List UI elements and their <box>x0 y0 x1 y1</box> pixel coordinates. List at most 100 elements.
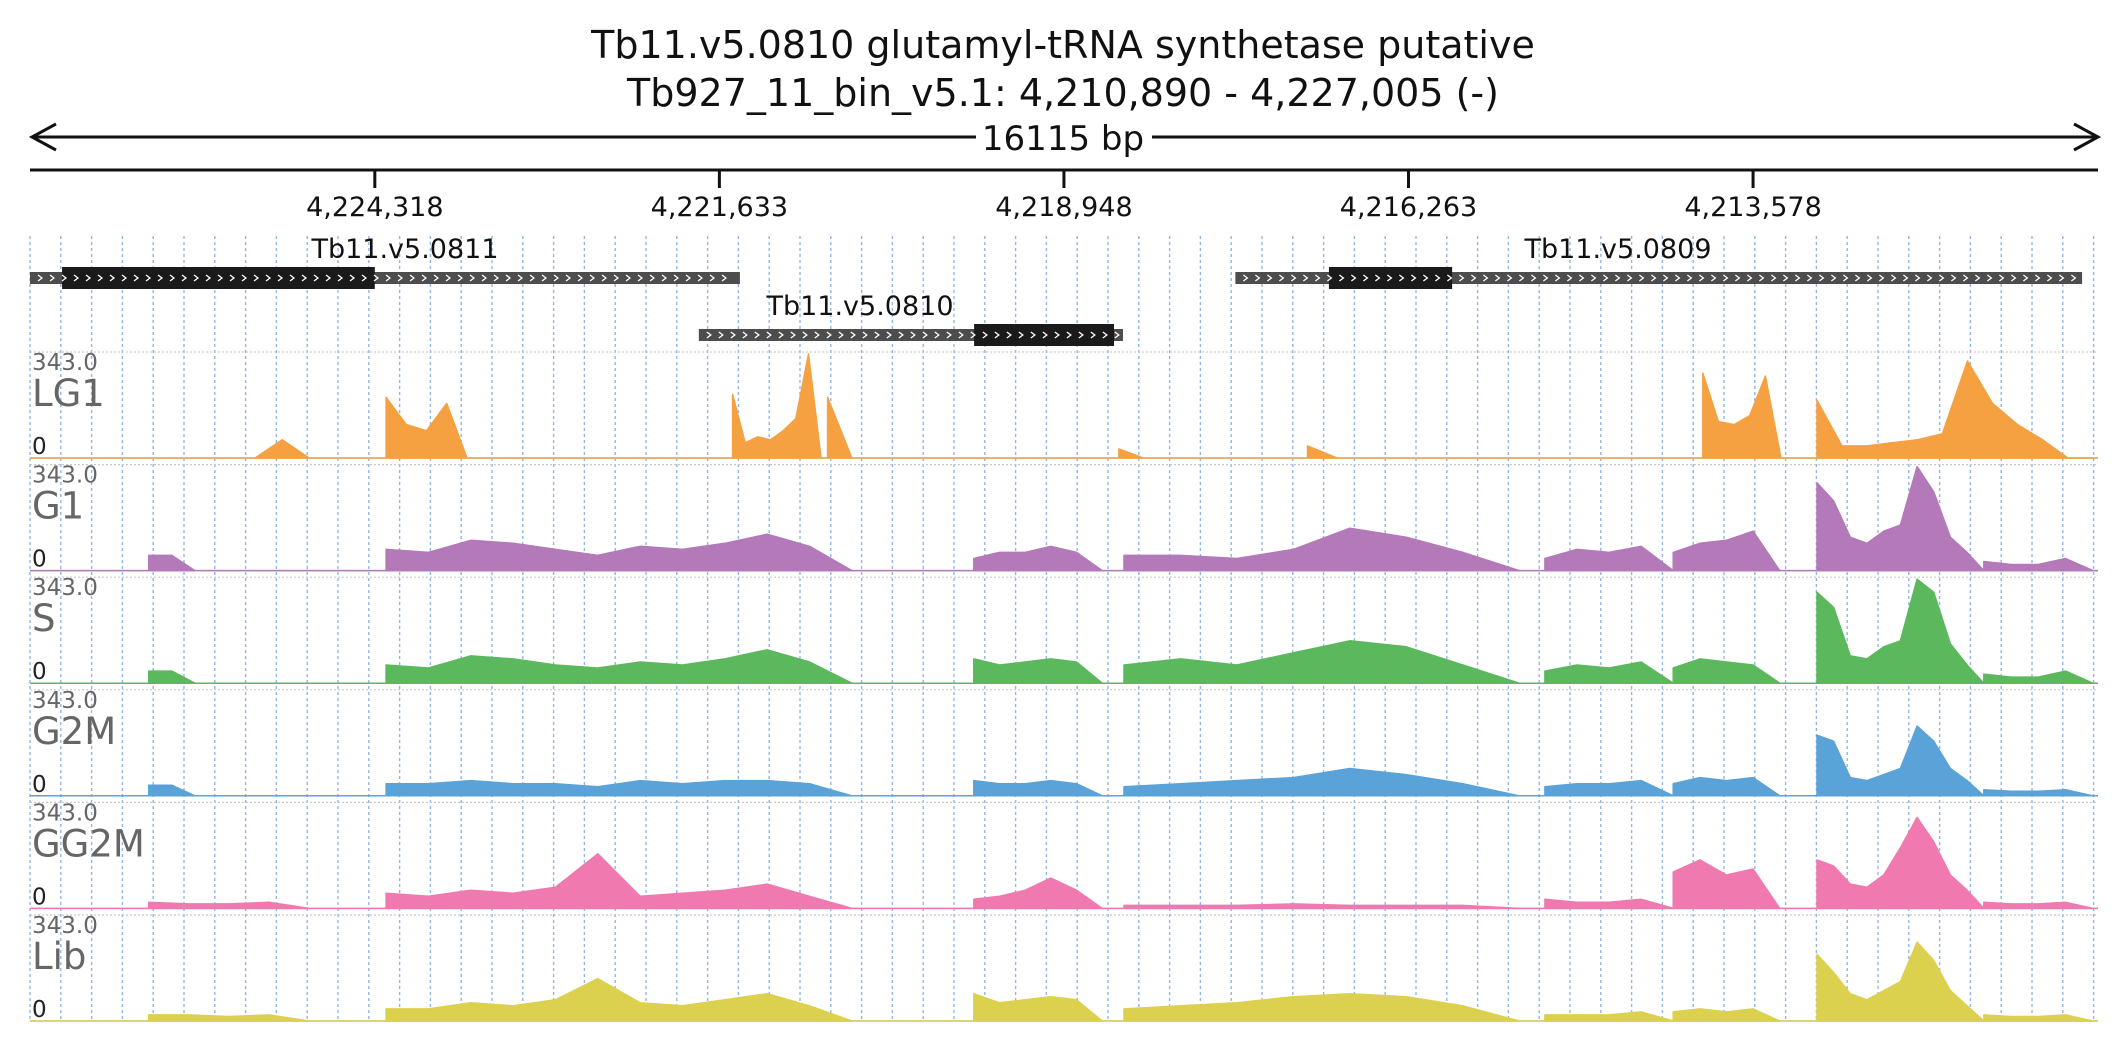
strand-chevron <box>1470 274 1477 282</box>
strand-chevron <box>145 274 152 282</box>
coverage-area <box>1544 661 1674 684</box>
strand-chevron <box>85 274 92 282</box>
coverage-area <box>1306 445 1338 459</box>
strand-chevron <box>1302 274 1309 282</box>
strand-chevron <box>1578 274 1585 282</box>
strand-chevron <box>121 274 128 282</box>
strand-chevron <box>1434 274 1441 282</box>
coverage-area <box>147 901 310 910</box>
strand-chevron <box>1722 274 1729 282</box>
coverage-area <box>973 779 1103 797</box>
coverage-area <box>147 670 196 684</box>
strand-chevron <box>1926 274 1933 282</box>
strand-chevron <box>778 331 784 339</box>
gene-Tb11.v5.0809[interactable]: Tb11.v5.0809 <box>1235 234 2083 289</box>
y-zero-label: 0 <box>32 547 47 573</box>
span-label: 16115 bp <box>982 119 1144 159</box>
strand-chevron <box>241 274 248 282</box>
track-G1: 343.0G1 0 <box>30 463 2098 573</box>
gene-Tb11.v5.0811[interactable]: Tb11.v5.0811 <box>30 234 740 289</box>
strand-chevron <box>1746 274 1753 282</box>
strand-chevron <box>541 274 548 282</box>
strand-chevron <box>721 274 728 282</box>
y-zero-label: 0 <box>32 997 47 1023</box>
gene-label: Tb11.v5.0811 <box>310 234 498 265</box>
strand-chevron <box>361 274 368 282</box>
strand-chevron <box>1054 331 1060 339</box>
strand-chevron <box>1242 274 1249 282</box>
axis-tick-label: 4,224,318 <box>306 192 443 223</box>
track-name: G1 <box>32 485 84 528</box>
gene-Tb11.v5.0810[interactable]: Tb11.v5.0810 <box>698 291 1123 346</box>
strand-chevron <box>1818 274 1825 282</box>
strand-chevron <box>193 274 200 282</box>
gene-label: Tb11.v5.0810 <box>765 291 953 322</box>
strand-chevron <box>553 274 560 282</box>
coverage-tracks: 343.0LG10343.0G10343.0S0343.0G2M0343.0GG… <box>30 350 2098 1023</box>
y-max-label: 343.0 <box>32 463 98 489</box>
strand-chevron <box>1566 274 1573 282</box>
strand-chevron <box>505 274 512 282</box>
strand-chevron <box>157 274 164 282</box>
coverage-area <box>385 779 853 797</box>
strand-chevron <box>1362 274 1369 282</box>
strand-chevron <box>169 274 176 282</box>
strand-chevron <box>994 331 1000 339</box>
strand-chevron <box>1066 331 1072 339</box>
chart-subtitle: Tb927_11_bin_v5.1: 4,210,890 - 4,227,005… <box>626 71 1499 115</box>
strand-chevron <box>1102 331 1108 339</box>
strand-chevron <box>1542 274 1549 282</box>
coverage-area <box>1123 767 1520 797</box>
strand-chevron <box>1962 274 1969 282</box>
strand-chevron <box>1254 274 1261 282</box>
strand-chevron <box>1830 274 1837 282</box>
strand-chevron <box>1266 274 1273 282</box>
track-name: G2M <box>32 710 116 753</box>
axis-ticks: 4,224,318 4,221,633 4,218,948 4,216,263 4,21… <box>306 170 1822 223</box>
strand-chevron <box>337 274 344 282</box>
strand-chevron <box>1890 274 1897 282</box>
strand-chevron <box>685 274 692 282</box>
strand-chevron <box>445 274 452 282</box>
coverage-area <box>973 545 1103 572</box>
strand-chevron <box>2046 274 2053 282</box>
strand-chevron <box>1078 331 1084 339</box>
strand-chevron <box>1006 331 1012 339</box>
coverage-area <box>1983 788 2094 797</box>
strand-chevron <box>730 331 736 339</box>
strand-chevron <box>2034 274 2041 282</box>
strand-chevron <box>529 274 536 282</box>
coverage-area <box>1544 545 1674 572</box>
strand-chevron <box>1042 331 1048 339</box>
strand-chevron <box>1386 274 1393 282</box>
strand-chevron <box>1950 274 1957 282</box>
coverage-area <box>1672 859 1781 910</box>
strand-chevron <box>934 331 940 339</box>
strand-chevron <box>1974 274 1981 282</box>
strand-chevron <box>1398 274 1405 282</box>
strand-chevron <box>469 274 476 282</box>
strand-chevron <box>637 274 644 282</box>
strand-chevron <box>1338 274 1345 282</box>
strand-chevron <box>958 331 964 339</box>
coverage-area <box>1816 941 1985 1022</box>
coverage-area <box>973 877 1103 910</box>
y-max-label: 343.0 <box>32 800 98 826</box>
strand-chevron <box>766 331 772 339</box>
strand-chevron <box>1938 274 1945 282</box>
coverage-area <box>1123 527 1520 572</box>
strand-chevron <box>1350 274 1357 282</box>
strand-chevron <box>862 331 868 339</box>
strand-chevron <box>802 331 808 339</box>
strand-chevron <box>1794 274 1801 282</box>
coverage-area <box>731 353 822 459</box>
strand-chevron <box>1554 274 1561 282</box>
strand-chevron <box>1866 274 1873 282</box>
strand-chevron <box>301 274 308 282</box>
strand-chevron <box>1734 274 1741 282</box>
strand-chevron <box>565 274 572 282</box>
strand-chevron <box>481 274 488 282</box>
coverage-area <box>1672 1008 1781 1022</box>
